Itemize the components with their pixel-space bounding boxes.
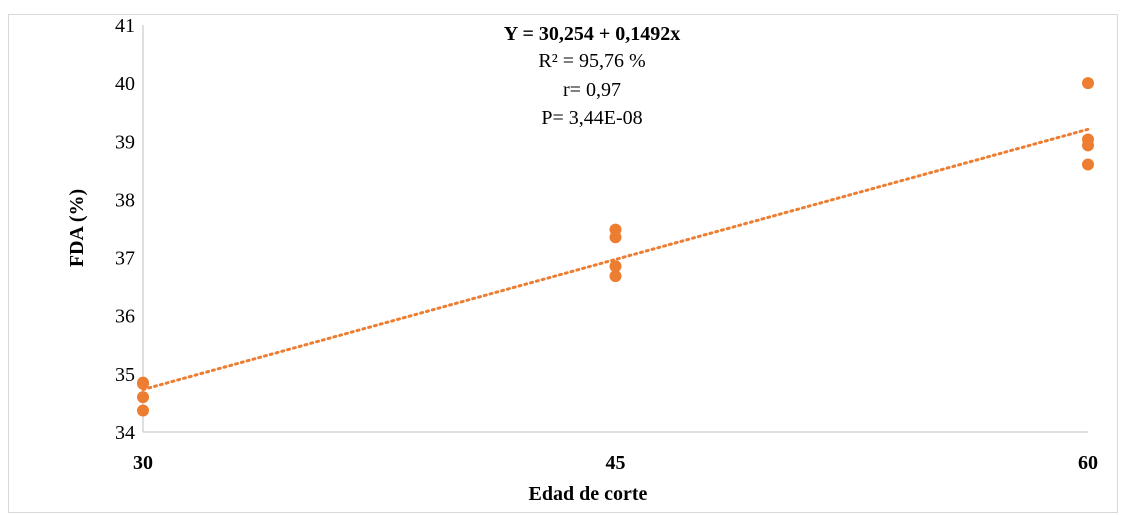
y-tick-label: 38 [115,189,135,211]
data-point [609,270,622,283]
x-tick-label: 45 [606,452,626,474]
data-point [137,404,149,417]
y-tick-label: 34 [115,422,135,444]
data-point [1082,139,1094,152]
p-value-label: P= 3,44E-08 [541,107,642,129]
y-tick-label: 40 [115,73,135,95]
y-tick-label: 36 [115,306,135,328]
x-tick-label: 30 [133,452,153,474]
data-point [609,260,622,273]
correlation-label: r= 0,97 [563,79,621,101]
x-tick-label: 60 [1078,452,1098,474]
data-point [609,231,622,244]
data-point [137,391,149,404]
regression-equation: Y = 30,254 + 0,1492x [504,23,681,45]
x-tick-labels: 30 45 60 [133,452,1098,474]
y-axis-title: FDA (%) [66,189,88,267]
chart-frame [8,14,1118,513]
y-tick-label: 39 [115,131,135,153]
data-point [1082,158,1094,171]
data-point [137,377,149,390]
trendline [141,127,1090,392]
y-tick-label: 35 [115,364,135,386]
data-point [1082,77,1094,90]
y-tick-label: 37 [115,248,135,270]
r-squared-label: R² = 95,76 % [538,50,645,72]
data-points [137,77,1094,417]
y-tick-label: 41 [115,15,135,37]
y-tick-labels: 34 35 36 37 38 39 40 41 [115,15,135,444]
x-axis-title: Edad de corte [529,483,648,505]
